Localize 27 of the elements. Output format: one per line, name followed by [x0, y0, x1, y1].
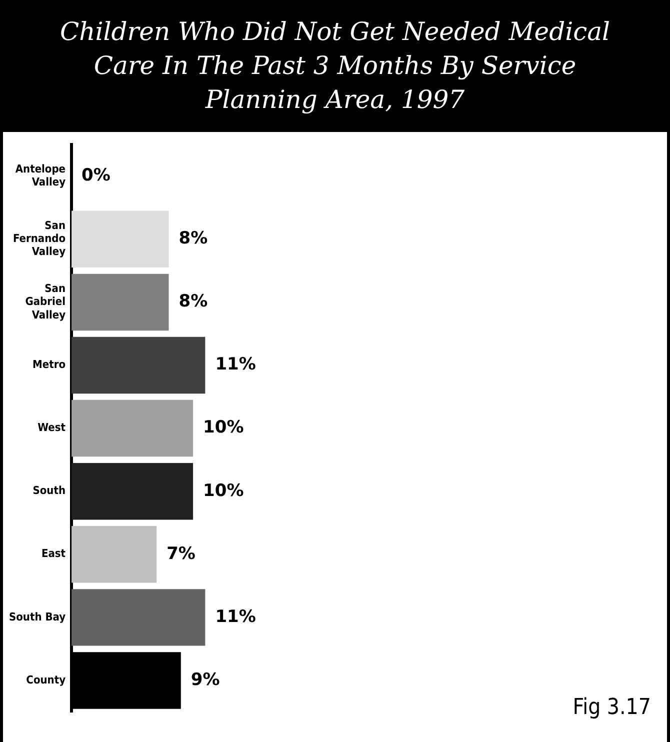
bar	[72, 274, 169, 331]
bar	[72, 210, 169, 268]
y-tick-label: Antelope Valley	[15, 162, 66, 189]
bar	[72, 336, 206, 394]
bar	[72, 526, 157, 583]
y-tick-label: East	[41, 547, 66, 560]
data-label: 9%	[190, 670, 220, 690]
data-label: 8%	[178, 228, 208, 249]
y-tick-label: San Fernando Valley	[12, 218, 66, 258]
bar	[72, 462, 194, 520]
y-tick-label: County	[26, 673, 66, 686]
y-tick-label: South Bay	[8, 610, 66, 624]
bar	[72, 400, 194, 457]
bar	[72, 589, 206, 646]
chart-title: Children Who Did Not Get Needed Medical Care In The Past 3 Months By Service Planning Area, 1997	[3, 0, 667, 132]
y-tick-label: West	[38, 421, 66, 434]
data-label: 7%	[166, 544, 196, 564]
y-tick-label: San Gabriel Valley	[25, 282, 66, 322]
data-label: 10%	[203, 480, 244, 501]
y-tick-label: Metro	[32, 358, 66, 372]
data-label: 8%	[178, 292, 208, 312]
annotation: Fig 3.17	[572, 695, 651, 720]
y-tick-label: South	[32, 484, 66, 498]
data-label: 0%	[82, 166, 110, 186]
data-label: 10%	[203, 418, 244, 438]
data-label: 11%	[215, 606, 256, 627]
data-label: 11%	[215, 354, 256, 375]
